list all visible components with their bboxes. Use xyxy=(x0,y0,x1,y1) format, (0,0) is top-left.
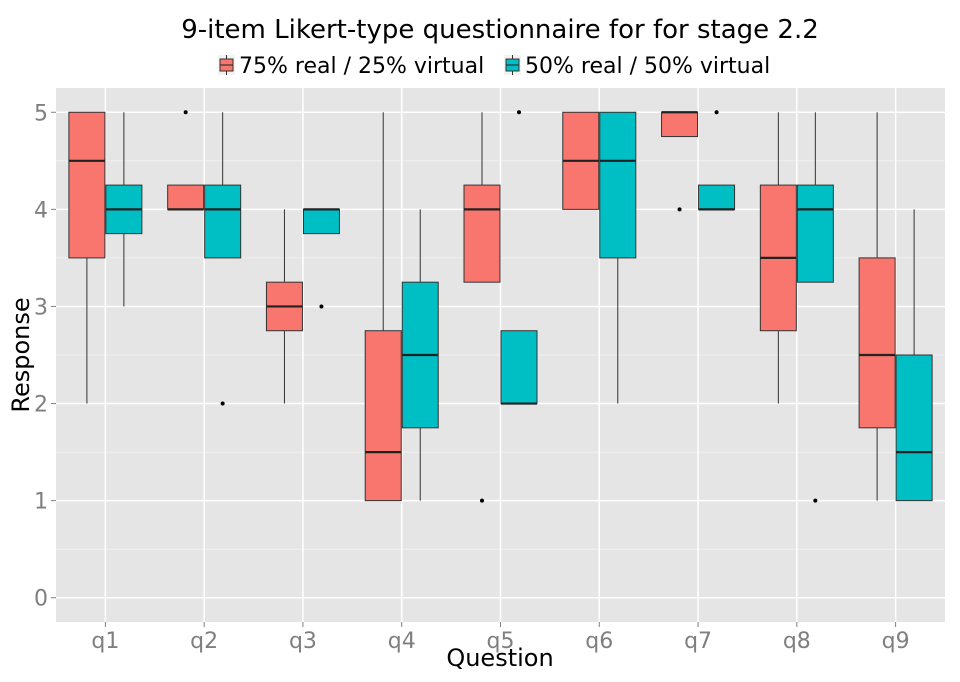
y-tick-label: 5 xyxy=(34,101,48,126)
outlier-point xyxy=(677,207,682,212)
box-body xyxy=(661,111,699,138)
box-body xyxy=(364,330,402,502)
outlier-point xyxy=(813,498,818,503)
box-q4 xyxy=(364,112,402,502)
series-2 xyxy=(105,110,933,503)
x-tick-label: q7 xyxy=(684,629,712,654)
box-q2 xyxy=(204,112,242,406)
box-q9 xyxy=(895,209,933,502)
y-tick-label: 2 xyxy=(34,393,48,418)
box-q6 xyxy=(562,111,600,210)
y-tick-label: 1 xyxy=(34,490,48,515)
box-body xyxy=(858,257,896,429)
legend-item-2: 50% real / 50% virtual xyxy=(504,54,770,79)
box-body xyxy=(167,184,205,210)
outlier-point xyxy=(517,110,521,115)
box-body xyxy=(500,330,538,405)
box-q5 xyxy=(463,112,501,503)
outlier-point xyxy=(319,304,324,309)
box-q6 xyxy=(599,111,637,404)
box-body xyxy=(463,184,501,283)
outlier-point xyxy=(183,110,188,115)
box-q7 xyxy=(661,111,699,212)
y-axis-title: Response xyxy=(7,297,35,412)
box-body xyxy=(698,184,736,210)
box-q2 xyxy=(167,110,205,211)
box-q3 xyxy=(265,209,303,404)
box-body xyxy=(204,184,242,259)
box-q3 xyxy=(302,208,340,309)
box-q1 xyxy=(105,112,143,307)
box-q4 xyxy=(401,209,439,501)
box-q1 xyxy=(68,111,106,404)
y-tick-label: 3 xyxy=(34,295,48,320)
x-tick-label: q1 xyxy=(91,629,119,654)
x-tick-label: q4 xyxy=(388,629,416,654)
x-tick-label: q5 xyxy=(487,629,515,654)
legend: 75% real / 25% virtual 50% real / 50% vir… xyxy=(218,54,770,79)
x-tick-label: q8 xyxy=(783,629,811,654)
x-tick-label: q2 xyxy=(190,629,218,654)
box-body xyxy=(895,354,933,502)
box-q8 xyxy=(796,112,834,503)
legend-label: 50% real / 50% virtual xyxy=(525,54,770,79)
box-body xyxy=(68,111,106,259)
box-q7 xyxy=(698,110,736,211)
x-axis: q1 q2 q3 q4 q5 q6 q7 q8 q9 xyxy=(91,622,910,654)
x-axis-title: Question xyxy=(446,644,553,672)
box-q9 xyxy=(858,112,896,501)
y-tick-label: 0 xyxy=(34,587,48,612)
x-tick-label: q9 xyxy=(882,629,910,654)
box-body xyxy=(302,208,340,235)
x-tick-label: q6 xyxy=(585,629,613,654)
outlier-point xyxy=(480,498,484,503)
legend-item-1: 75% real / 25% virtual xyxy=(218,54,484,79)
box-q5 xyxy=(500,110,538,405)
y-axis: 0 1 2 3 4 5 xyxy=(34,101,56,612)
outlier-point xyxy=(714,110,719,115)
legend-label: 75% real / 25% virtual xyxy=(239,54,484,79)
box-body xyxy=(796,184,834,283)
chart-title: 9-item Likert-type questionnaire for for… xyxy=(181,15,819,45)
y-tick-label: 4 xyxy=(34,198,48,223)
x-tick-label: q3 xyxy=(289,629,317,654)
box-q8 xyxy=(759,112,797,404)
plot-panel xyxy=(56,88,945,622)
outlier-point xyxy=(220,401,225,406)
series-1 xyxy=(68,110,896,503)
box-body xyxy=(599,111,637,259)
